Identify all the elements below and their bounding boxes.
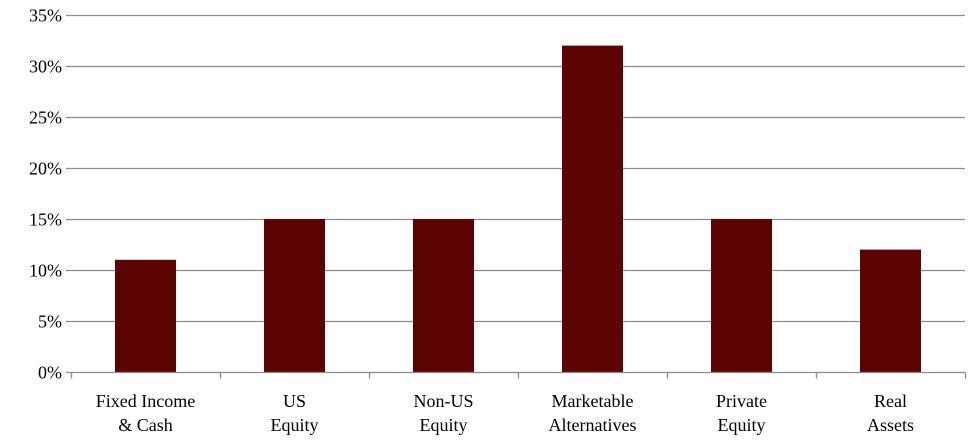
bar [413, 219, 474, 372]
y-tick-label: 0% [38, 363, 62, 383]
gridlines [71, 14, 965, 323]
x-category-label: Fixed Income & Cash [96, 391, 195, 435]
y-tick-label: 20% [29, 159, 62, 179]
x-category-label: Private Equity [716, 391, 767, 435]
x-category-label: US Equity [271, 391, 319, 435]
y-tick-label: 35% [29, 6, 62, 26]
x-axis-category-labels: Fixed Income & Cash US Equity Non-US Equity Ma… [96, 391, 914, 435]
bar [264, 219, 325, 372]
y-tick-label: 15% [29, 210, 62, 230]
bar [860, 249, 921, 372]
x-axis-ticks [66, 14, 967, 379]
y-tick-label: 5% [38, 312, 62, 332]
x-category-label: Real Assets [867, 391, 914, 435]
bars [115, 45, 921, 372]
bar [562, 45, 623, 372]
bar [115, 259, 176, 372]
x-category-label: Marketable Alternatives [549, 391, 637, 435]
y-axis-tick-labels: 0% 5% 10% 15% 20% 25% 30% 35% [29, 6, 62, 383]
y-tick-label: 25% [29, 108, 62, 128]
y-tick-label: 10% [29, 261, 62, 281]
y-tick-label: 30% [29, 57, 62, 77]
x-category-label: Non-US Equity [413, 391, 473, 435]
bar [711, 219, 772, 372]
